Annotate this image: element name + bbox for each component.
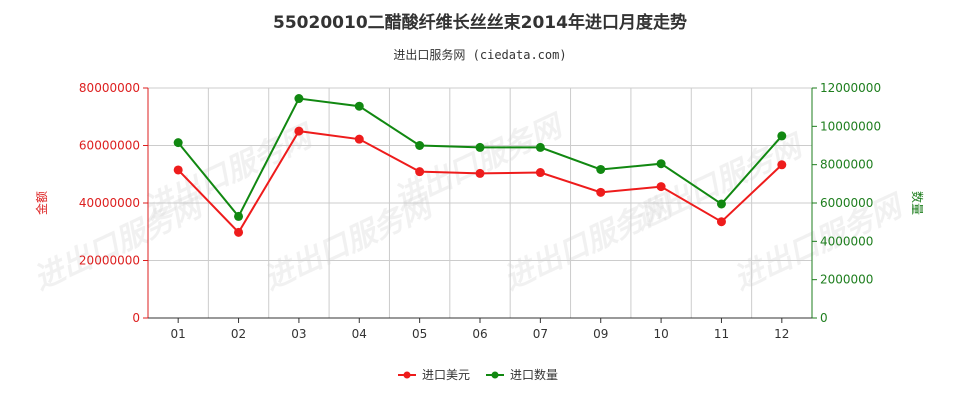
legend-marker-1 [403, 371, 411, 379]
x-tick-label: 03 [291, 327, 306, 341]
data-point-series-2 [656, 159, 666, 169]
data-point-series-1 [656, 182, 666, 192]
grid [147, 87, 813, 319]
data-point-series-2 [173, 138, 183, 148]
x-tick-label: 12 [774, 327, 789, 341]
data-point-series-1 [415, 167, 425, 177]
data-point-series-1 [475, 168, 485, 178]
y-right-tick-label: 12000000 [820, 81, 881, 95]
x-tick-label: 05 [412, 327, 427, 341]
legend-marker-2 [491, 371, 499, 379]
data-point-series-1 [535, 168, 545, 178]
data-point-series-1 [716, 217, 726, 227]
legend-label-1: 进口美元 [422, 368, 470, 382]
data-point-series-2 [475, 142, 485, 152]
data-point-series-1 [173, 165, 183, 175]
data-point-series-2 [415, 141, 425, 150]
data-point-series-2 [535, 142, 545, 152]
y-right-tick-label: 6000000 [820, 196, 873, 210]
data-point-series-1 [234, 227, 244, 237]
data-point-series-2 [234, 211, 244, 221]
data-point-series-1 [354, 134, 364, 144]
x-tick-label: 09 [593, 327, 608, 341]
chart-title: 55020010二醋酸纤维长丝丝束2014年进口月度走势 [273, 13, 687, 33]
y-right-tick-label: 0 [820, 311, 828, 325]
x-tick-label: 04 [352, 327, 367, 341]
y-right-tick-label: 10000000 [820, 119, 881, 133]
y-left-tick-label: 60000000 [79, 139, 140, 153]
y-left-tick-label: 20000000 [79, 254, 140, 268]
x-tick-label: 07 [533, 327, 548, 341]
y-right-tick-label: 4000000 [820, 234, 873, 248]
x-tick-label: 11 [714, 327, 729, 341]
watermark-text: 进出口服务网 [389, 108, 571, 217]
data-point-series-1 [777, 160, 787, 170]
data-point-series-1 [294, 126, 304, 136]
chart-subtitle: 进出口服务网 (ciedata.com) [393, 48, 567, 62]
y-right-axis-label: 数量 [910, 191, 925, 215]
legend-label-2: 进口数量 [510, 367, 558, 382]
x-tick-label: 10 [653, 327, 668, 341]
y-right-tick-label: 2000000 [820, 273, 873, 287]
y-left-tick-label: 0 [132, 311, 140, 325]
x-tick-label: 02 [231, 327, 246, 341]
data-point-series-2 [294, 94, 304, 104]
data-point-series-1 [596, 187, 606, 197]
y-right-tick-label: 8000000 [820, 158, 873, 172]
data-point-series-2 [777, 131, 787, 141]
legend[interactable]: 进口美元 进口数量 [398, 367, 558, 382]
x-tick-label: 01 [171, 327, 186, 341]
data-point-series-2 [354, 101, 364, 111]
data-point-series-2 [596, 164, 606, 174]
ticks: 0 20000000 40000000 60000000 80000000 0 200000… [34, 81, 925, 341]
series-layer [173, 94, 787, 237]
y-left-tick-label: 80000000 [79, 81, 140, 95]
y-left-tick-label: 40000000 [79, 196, 140, 210]
watermark-text: 进出口服务网 [139, 118, 321, 227]
y-left-axis-label: 金额 [34, 191, 49, 215]
data-point-series-2 [716, 199, 726, 209]
x-tick-label: 06 [472, 327, 487, 341]
